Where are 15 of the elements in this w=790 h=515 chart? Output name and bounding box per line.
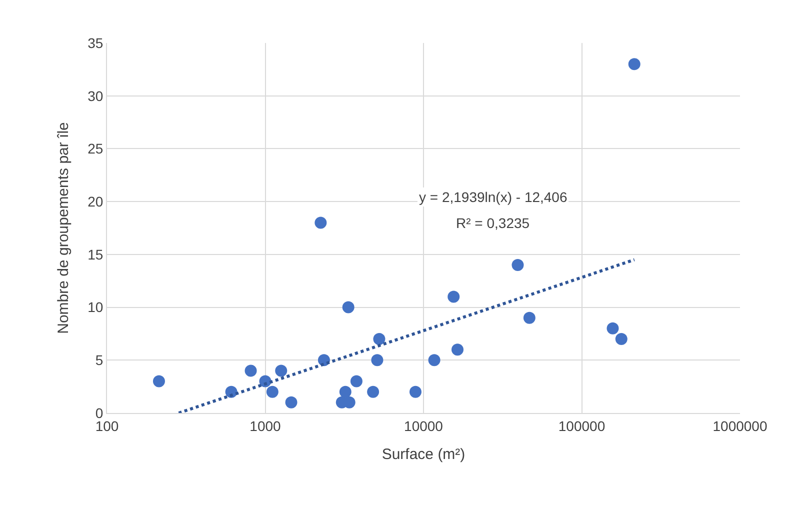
x-tick-label: 1000 [250,418,282,434]
y-tick-label: 25 [88,140,104,157]
y-tick-label: 30 [88,88,104,104]
y-tick-label: 35 [88,34,104,51]
x-tick-label: 1000000 [712,418,768,434]
annotation: R² = 0,3235 [456,215,530,231]
x-tick-label: 10000 [404,418,444,434]
y-axis-title: Nombre de groupements par île [54,122,72,334]
y-tick-label: 15 [88,246,104,262]
x-axis-title: Surface (m²) [382,446,466,463]
y-tick-label: 5 [95,352,104,368]
annotation: y = 2,1939ln(x) - 12,406 [419,189,568,205]
y-tick-label: 10 [88,299,104,316]
x-tick-label: 100000 [558,418,606,434]
y-tick-label: 20 [88,193,104,210]
